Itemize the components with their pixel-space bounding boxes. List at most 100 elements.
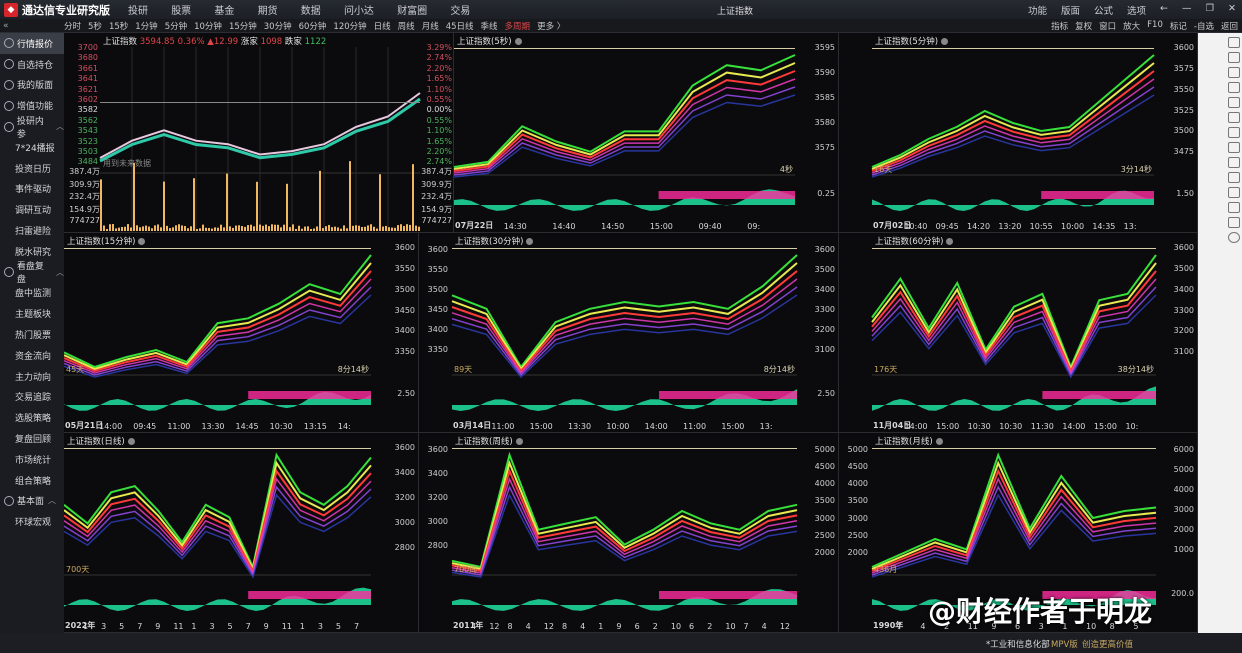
chart-title[interactable]: 上证指数(60分钟) [875,235,953,247]
chart-title[interactable]: 上证指数(周线) [455,435,523,447]
period-tab[interactable]: 更多 〉 [537,22,565,32]
sidebar-item[interactable]: 组合策略 [0,470,64,491]
period-tab[interactable]: 季线 [481,22,498,32]
chart-plot[interactable] [419,433,839,633]
tool-button[interactable]: 标记 [1170,20,1187,32]
gear-icon[interactable] [128,438,135,445]
menu-research[interactable]: 投研 [128,6,148,17]
chart-plot[interactable] [64,433,419,633]
period-tab[interactable]: 60分钟 [299,22,327,32]
period-tab[interactable]: 月线 [422,22,439,32]
chart-title[interactable]: 上证指数(5秒) [457,35,522,47]
sidebar-item[interactable]: 主题板块 [0,303,64,324]
sidebar-item[interactable]: 环球宏观 [0,511,64,532]
chart-panel-intraday[interactable]: 上证指数 3594.85 0.36% ▲12.99 涨家 1098 跌家 112… [64,33,454,233]
f10-icon[interactable] [1228,142,1240,153]
sidebar-item[interactable]: 主力动向 [0,366,64,387]
chart-panel-60m[interactable]: 上证指数(60分钟) 3600 3500 3400 3300 3200 3100 176天 38… [839,233,1198,433]
chart-plot[interactable] [839,233,1198,433]
tool-button[interactable]: 放大 [1123,20,1140,32]
tool-button[interactable]: 返回 [1221,20,1238,32]
tool-button[interactable]: 指标 [1051,20,1068,32]
tool-button[interactable]: F10 [1147,20,1163,32]
chart-plot[interactable] [839,33,1198,233]
menu-formula[interactable]: 公式 [1094,3,1113,17]
period-tab[interactable]: 15秒 [109,22,128,32]
sidebar-item[interactable]: 复盘回顾 [0,428,64,449]
menu-data[interactable]: 数据 [301,6,321,17]
period-tab[interactable]: 15分钟 [229,22,257,32]
sidebar-item[interactable]: 市场统计 [0,449,64,470]
period-tab[interactable]: 30分钟 [264,22,292,32]
arrow-up-icon[interactable] [1228,37,1240,48]
columns-icon[interactable] [1228,82,1240,93]
sidebar-item[interactable]: 盘中监测 [0,283,64,304]
period-tab[interactable]: 5分钟 [165,22,187,32]
period-tab[interactable]: 分时 [64,22,81,32]
circle-icon[interactable] [1228,217,1240,228]
chart-panel-30m[interactable]: 上证指数(30分钟) 3600 3550 3500 3450 3400 3350 3600 35… [419,233,839,433]
sidebar-item[interactable]: 投资日历 [0,158,64,179]
chart-plot[interactable] [454,33,839,233]
period-tab[interactable]: 10分钟 [194,22,222,32]
chart-panel-5m[interactable]: 上证指数(5分钟) 3600 3575 3550 3525 3500 3475 1.50 16天… [839,33,1198,233]
chart-title[interactable]: 上证指数(30分钟) [455,235,533,247]
note-icon[interactable] [1228,157,1240,168]
chart-plot[interactable] [64,233,419,433]
period-tab[interactable]: 多周期 [505,22,531,32]
period-tab[interactable]: 1分钟 [135,22,157,32]
sidebar-item[interactable]: 行情报价 [0,33,64,54]
kline-icon[interactable] [1228,67,1240,78]
chart-title[interactable]: 上证指数(日线) [67,435,135,447]
period-tab[interactable]: 周线 [398,22,415,32]
chevron-up-icon[interactable]: ︿ [56,267,64,278]
sidebar-item[interactable]: 我的版面 [0,75,64,96]
menu-options[interactable]: 选项 [1127,3,1146,17]
grid-icon[interactable] [1228,172,1240,183]
copy-icon[interactable] [1228,127,1240,138]
sidebar-item[interactable]: 看盘复盘 ︿ [0,262,64,283]
period-tab[interactable]: 5秒 [88,22,102,32]
chart-panel-daily[interactable]: 上证指数(日线) 3600 3400 3200 3000 2800 700天 2022年 1 3 5… [64,433,419,633]
arrow-down-icon[interactable] [1228,52,1240,63]
menu-wealth[interactable]: 财富圈 [397,6,427,17]
menu-futures[interactable]: 期货 [258,6,278,17]
line-chart-icon[interactable] [1228,97,1240,108]
menu-trade[interactable]: 交易 [450,6,470,17]
sidebar-item[interactable]: 基本面 ︿ [0,491,64,512]
gear-icon[interactable] [526,238,533,245]
chart-plot[interactable] [419,233,839,433]
maximize-icon[interactable]: ❐ [1206,3,1215,17]
gear-icon[interactable] [941,38,948,45]
minimize-icon[interactable]: — [1182,3,1192,17]
sidebar-item[interactable]: 自选持仓 [0,54,64,75]
gear-icon[interactable] [936,438,943,445]
bar-chart-icon[interactable] [1228,112,1240,123]
sidebar-item[interactable]: 投研内参 ︿ [0,116,64,137]
close-icon[interactable]: ✕ [1228,3,1236,17]
sidebar-item[interactable]: 调研互动 [0,199,64,220]
chevron-up-icon[interactable]: ︿ [56,121,64,132]
sidebar-item[interactable]: 资金流向 [0,345,64,366]
sidebar-item[interactable]: 扫雷避险 [0,220,64,241]
sidebar-item[interactable]: 选股策略 [0,407,64,428]
chart-plot[interactable] [64,33,454,233]
tool-button[interactable]: 复权 [1075,20,1092,32]
period-tab[interactable]: 日线 [374,22,391,32]
fx-icon[interactable] [1228,187,1240,198]
period-tab[interactable]: 45日线 [446,22,474,32]
menu-stocks[interactable]: 股票 [171,6,191,17]
gear-icon[interactable] [946,238,953,245]
sidebar-item[interactable]: 事件驱动 [0,179,64,200]
menu-function[interactable]: 功能 [1028,3,1047,17]
gear-icon[interactable] [516,438,523,445]
sidebar-item[interactable]: 交易追踪 [0,387,64,408]
back-icon[interactable]: ← [1160,3,1168,17]
chart-panel-15m[interactable]: 上证指数(15分钟) 3600 3550 3500 3450 3400 3350 2.50 45… [64,233,419,433]
gear-icon[interactable] [138,238,145,245]
period-tab[interactable]: 120分钟 [333,22,366,32]
menu-layout[interactable]: 版面 [1061,3,1080,17]
menu-funds[interactable]: 基金 [214,6,234,17]
chart-title[interactable]: 上证指数(5分钟) [875,35,948,47]
settings-icon[interactable] [1228,232,1240,243]
